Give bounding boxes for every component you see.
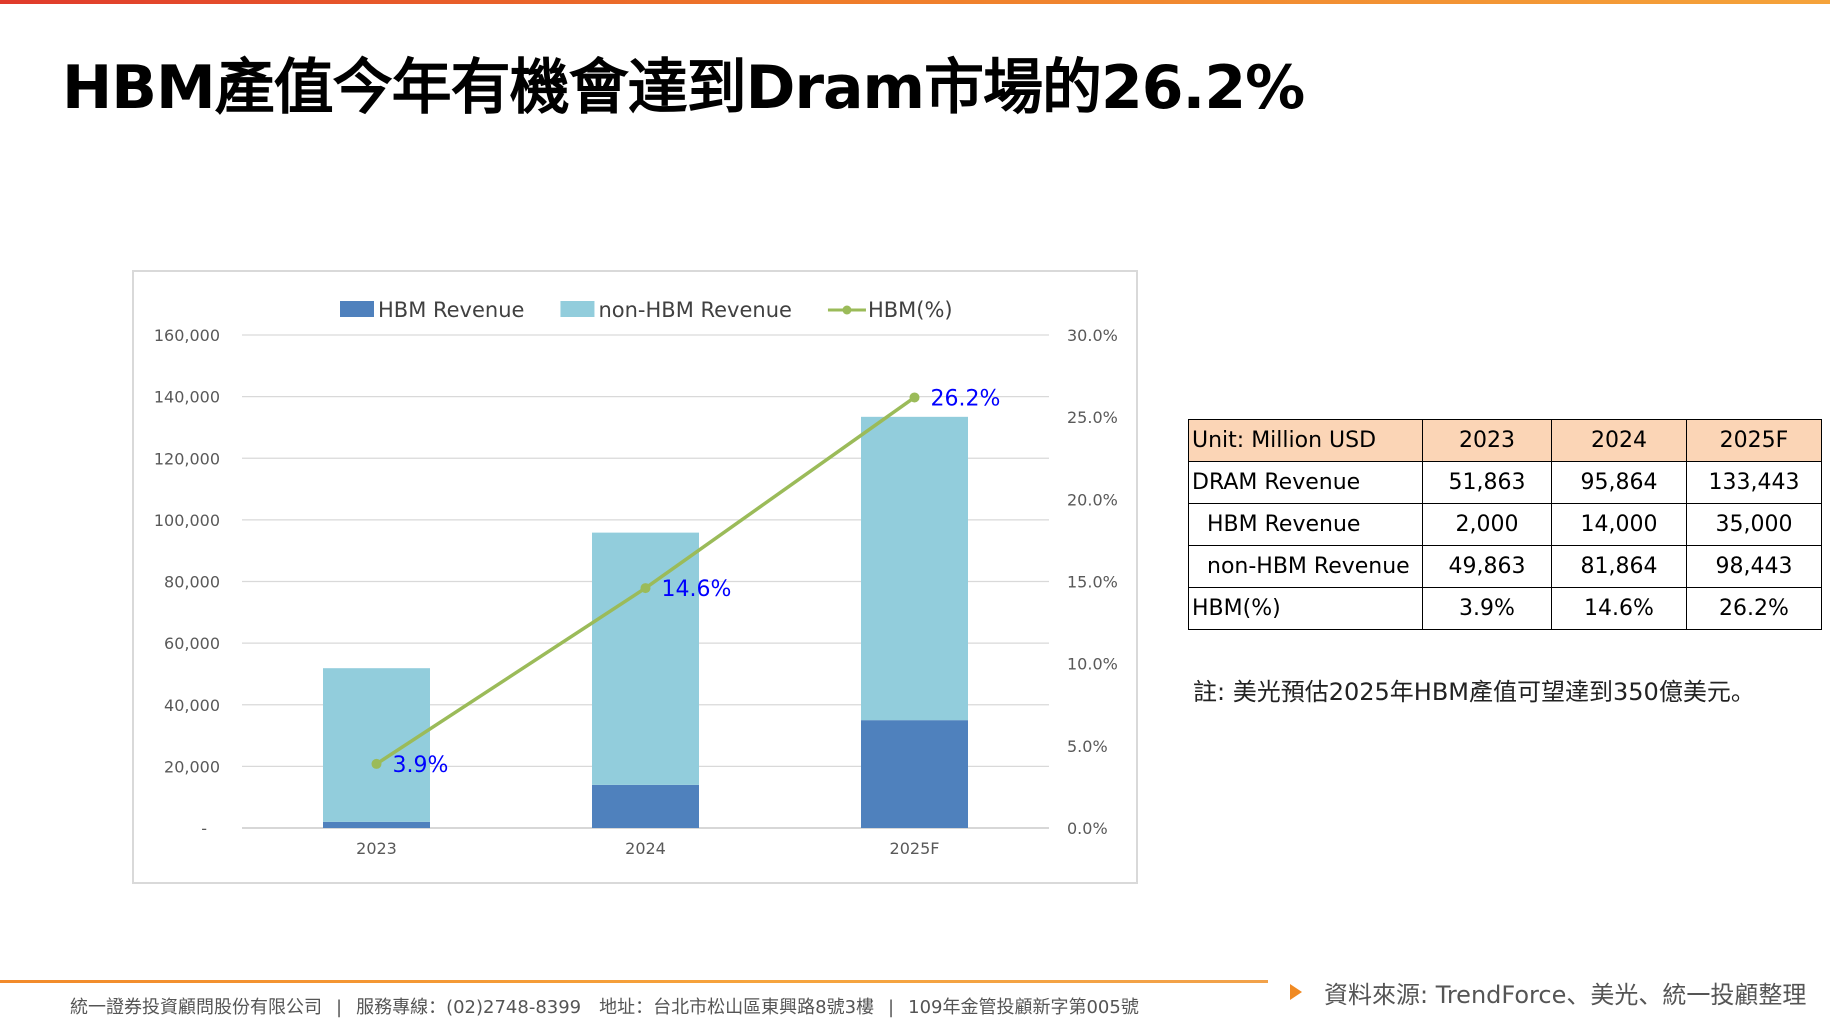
table-cell: 95,864 [1551,461,1687,504]
row-label: HBM Revenue [1188,503,1423,546]
legend-line-dot [842,305,852,315]
right-tick-label: 20.0% [1067,490,1118,509]
table-header-cell: Unit: Million USD [1188,419,1423,462]
legend-swatch [340,301,374,317]
footer-info: 統一證券投資顧問股份有限公司 | 服務專線：(02)2748-8399 地址：台北市… [70,993,1139,1019]
table-cell: 3.9% [1422,587,1552,630]
table-cell: 98,443 [1686,545,1822,588]
table-cell: 49,863 [1422,545,1552,588]
hbm-percent-label: 14.6% [662,577,732,602]
source-arrow-icon [1290,984,1302,1000]
hbm-percent-point [640,583,651,594]
page-title: HBM產值今年有機會達到Dram市場的26.2% [62,53,1305,123]
table-row: HBM Revenue 2,000 14,000 35,000 [1188,503,1822,546]
left-tick-label: 160,000 [154,326,220,345]
left-tick-label: 60,000 [164,634,220,653]
right-tick-label: 0.0% [1067,819,1108,838]
left-tick-label: 40,000 [164,696,220,715]
chart-frame: - 20,000 40,000 60,000 80,000 100,000 120,000 1… [132,270,1138,884]
right-tick-label: 10.0% [1067,655,1118,674]
table-cell: 81,864 [1551,545,1687,588]
table-row: HBM(%) 3.9% 14.6% 26.2% [1188,587,1822,630]
table-cell: 2,000 [1422,503,1552,546]
left-tick-label: 80,000 [164,573,220,592]
x-tick-label: 2025F [890,839,940,858]
left-tick-label: 120,000 [154,449,220,468]
bar-segment [861,720,968,828]
left-tick-label: 20,000 [164,757,220,776]
footer-contact: 服務專線：(02)2748-8399 地址：台北市松山區東興路8號3樓 [356,997,875,1018]
table-note: 註: 美光預估2025年HBM產值可望達到350億美元。 [1193,678,1755,706]
bar-segment [323,821,430,828]
row-label: HBM(%) [1188,587,1423,630]
footer-divider [0,980,1268,983]
table-header-row: Unit: Million USD 2023 2024 2025F [1188,419,1822,462]
legend-swatch [560,301,595,317]
footer-separator: | [336,997,343,1018]
table-row: DRAM Revenue 51,863 95,864 133,443 [1188,461,1822,504]
table-cell: 51,863 [1422,461,1552,504]
right-tick-label: 25.0% [1067,408,1118,427]
right-tick-label: 15.0% [1067,573,1118,592]
left-tick-label: - [201,819,207,838]
row-label: DRAM Revenue [1188,461,1423,504]
table-cell: 26.2% [1686,587,1822,630]
hbm-percent-label: 3.9% [393,753,449,778]
legend-label: HBM(%) [868,298,953,322]
legend-label: non-HBM Revenue [598,298,792,322]
legend-label: HBM Revenue [378,298,524,322]
table-header-cell: 2023 [1422,419,1552,462]
footer-company: 統一證券投資顧問股份有限公司 [70,997,322,1018]
table-cell: 35,000 [1686,503,1822,546]
right-tick-label: 5.0% [1067,737,1108,756]
revenue-table: Unit: Million USD 2023 2024 2025F DRAM R… [1188,419,1822,630]
bar-segment [323,668,430,822]
table-row: non-HBM Revenue 49,863 81,864 98,443 [1188,545,1822,588]
top-accent-bar [0,0,1830,4]
table-cell: 14.6% [1551,587,1687,630]
table-cell: 133,443 [1686,461,1822,504]
left-tick-label: 140,000 [154,388,220,407]
table-header-cell: 2025F [1686,419,1822,462]
x-tick-label: 2024 [625,839,666,858]
row-label: non-HBM Revenue [1188,545,1423,588]
table-header-cell: 2024 [1551,419,1687,462]
footer-license: 109年金管投顧新字第005號 [908,997,1139,1018]
hbm-percent-point [371,758,382,769]
hbm-percent-label: 26.2% [931,386,1001,411]
bar-segment [592,784,699,828]
left-tick-label: 100,000 [154,511,220,530]
bar-segment [592,532,699,785]
hbm-percent-point [909,392,920,403]
x-tick-label: 2023 [356,839,397,858]
source-note: 資料來源: TrendForce、美光、統一投顧整理 [1324,981,1807,1009]
right-tick-label: 30.0% [1067,326,1118,345]
table-cell: 14,000 [1551,503,1687,546]
bar-segment [861,416,968,721]
revenue-chart: - 20,000 40,000 60,000 80,000 100,000 120,000 1… [154,298,1118,858]
footer-separator: | [888,997,895,1018]
